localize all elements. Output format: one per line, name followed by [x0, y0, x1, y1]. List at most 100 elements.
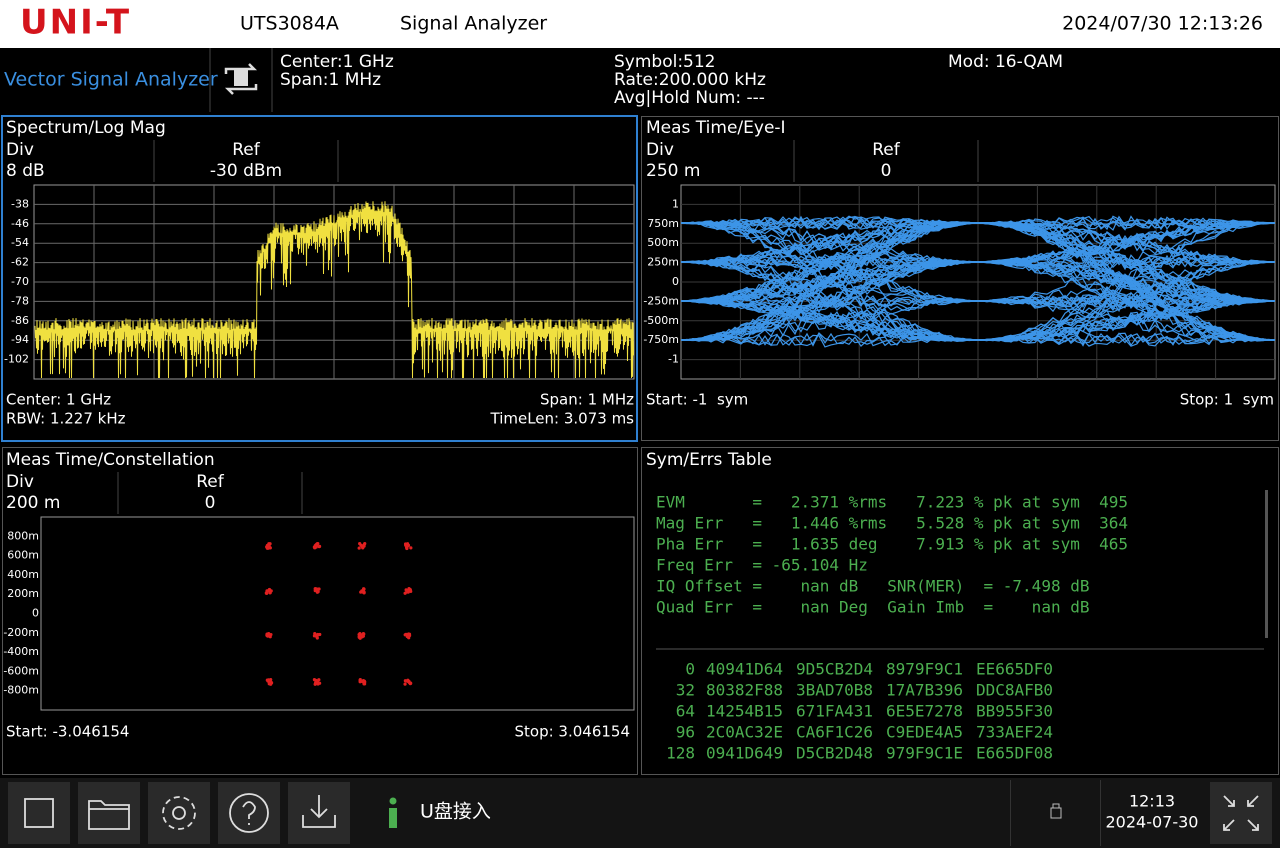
- clock-time: 12:13: [1129, 792, 1175, 811]
- constellation-point: [316, 680, 319, 683]
- symbol-word: 733AEF24: [976, 723, 1053, 742]
- constellation-point: [266, 547, 269, 550]
- help-button[interactable]: [218, 782, 280, 844]
- divider: [1100, 780, 1101, 846]
- constellation-point: [362, 635, 365, 638]
- symbol-word: 40941D64: [706, 660, 783, 679]
- mode-label: Vector Signal Analyzer: [4, 69, 218, 91]
- panel-title: Meas Time/Eye-I: [646, 118, 786, 138]
- symbol-index: 64: [676, 702, 695, 721]
- y-tick-label: 0: [672, 275, 679, 288]
- constellation-point: [405, 546, 408, 549]
- panel-title: Spectrum/Log Mag: [6, 118, 166, 138]
- constellation-point: [358, 636, 361, 639]
- button-bg: [148, 782, 210, 844]
- constellation-point: [359, 678, 362, 681]
- constellation-point: [406, 633, 409, 636]
- y-tick-label: 250m: [647, 256, 679, 269]
- y-tick-label: -600m: [3, 664, 39, 677]
- constellation-point: [315, 635, 318, 638]
- folder-button[interactable]: [78, 782, 140, 844]
- timelen-label: TimeLen: 3.073 ms: [490, 410, 635, 428]
- div-label: Div: [646, 140, 674, 160]
- button-bg: [78, 782, 140, 844]
- symbol-word: 6E5E7278: [886, 702, 963, 721]
- divider: [1010, 780, 1011, 846]
- div-label: Div: [6, 140, 34, 160]
- y-tick-label: -62: [11, 256, 29, 269]
- model-name: UTS3084A: [240, 13, 339, 35]
- button-bg: [218, 782, 280, 844]
- y-tick-label: -70: [11, 275, 29, 288]
- y-tick-label: -400m: [3, 645, 39, 658]
- ref-label: Ref: [196, 472, 225, 492]
- symbol-word: E665DF08: [976, 744, 1053, 763]
- y-tick-label: 200m: [7, 587, 39, 600]
- symbol-rate: Rate:200.000 kHz: [614, 70, 766, 90]
- y-tick-label: 800m: [7, 529, 39, 542]
- symbol-index: 32: [676, 681, 695, 700]
- constellation-point: [266, 635, 269, 638]
- symbol-word: 3BAD70B8: [796, 681, 873, 700]
- y-tick-label: 600m: [7, 549, 39, 562]
- div-value: 250 m: [646, 161, 700, 181]
- panel-title: Meas Time/Constellation: [6, 450, 215, 470]
- clock-date: 2024-07-30: [1106, 813, 1199, 832]
- datetime: 2024/07/30 12:13:26: [1062, 13, 1263, 35]
- metric-row: Quad Err = nan Deg Gain Imb = nan dB: [656, 598, 1089, 617]
- y-tick-label: -200m: [3, 626, 39, 639]
- symbol-word: EE665DF0: [976, 660, 1053, 679]
- metric-row: Pha Err = 1.635 deg 7.913 % pk at sym 46…: [656, 535, 1128, 554]
- y-tick-label: 1: [672, 197, 679, 210]
- symbol-word: 9D5CB2D4: [796, 660, 873, 679]
- constellation-point: [268, 589, 271, 592]
- constellation-point: [358, 632, 361, 635]
- y-tick-label: 500m: [647, 236, 679, 249]
- metric-row: EVM = 2.371 %rms 7.223 % pk at sym 495: [656, 493, 1128, 512]
- constellation-point: [316, 542, 319, 545]
- constellation-point: [358, 546, 361, 549]
- symbol-word: 979F9C1E: [886, 744, 963, 763]
- constellation-point: [269, 546, 272, 549]
- symbol-word: 671FA431: [796, 702, 873, 721]
- brand-logo: UNI-T: [20, 3, 131, 43]
- modulation: Mod: 16-QAM: [948, 52, 1063, 72]
- symbol-word: 0941D649: [706, 744, 783, 763]
- resize-button[interactable]: [1210, 782, 1272, 844]
- constellation-point: [270, 681, 273, 684]
- symbol-word: 8979F9C1: [886, 660, 963, 679]
- y-tick-label: -102: [4, 353, 29, 366]
- start-label: Start: -3.046154: [6, 723, 129, 741]
- download-button[interactable]: [288, 782, 350, 844]
- metric-row: Mag Err = 1.446 %rms 5.528 % pk at sym 3…: [656, 514, 1128, 533]
- settings-button[interactable]: [148, 782, 210, 844]
- constellation-point: [406, 542, 409, 545]
- y-tick-label: 750m: [647, 217, 679, 230]
- rbw-label: RBW: 1.227 kHz: [6, 410, 126, 428]
- constellation-point: [318, 545, 321, 548]
- y-tick-label: -800m: [3, 684, 39, 697]
- image-button[interactable]: [8, 782, 70, 844]
- symbol-word: 2C0AC32E: [706, 723, 783, 742]
- y-tick-label: 400m: [7, 568, 39, 581]
- center-label: Center: 1 GHz: [6, 391, 111, 409]
- symbol-word: 80382F88: [706, 681, 783, 700]
- symbol-count: Symbol:512: [614, 52, 716, 72]
- constellation-point: [268, 542, 271, 545]
- y-tick-label: -250m: [643, 294, 679, 307]
- status-message: U盘接入: [420, 801, 491, 823]
- div-value: 8 dB: [6, 161, 45, 181]
- symbol-index: 96: [676, 723, 695, 742]
- span-label: Span: 1 MHz: [540, 391, 634, 409]
- y-tick-label: -86: [11, 314, 29, 327]
- constellation-point: [318, 633, 321, 636]
- button-bg: [8, 782, 70, 844]
- ref-value: 0: [881, 161, 892, 181]
- symbol-word: C9EDE4A5: [886, 723, 963, 742]
- y-tick-label: -750m: [643, 333, 679, 346]
- ref-value: -30 dBm: [210, 161, 282, 181]
- y-tick-label: -78: [11, 294, 29, 307]
- symbol-word: 17A7B396: [886, 681, 963, 700]
- avg-hold: Avg|Hold Num: ---: [614, 88, 765, 108]
